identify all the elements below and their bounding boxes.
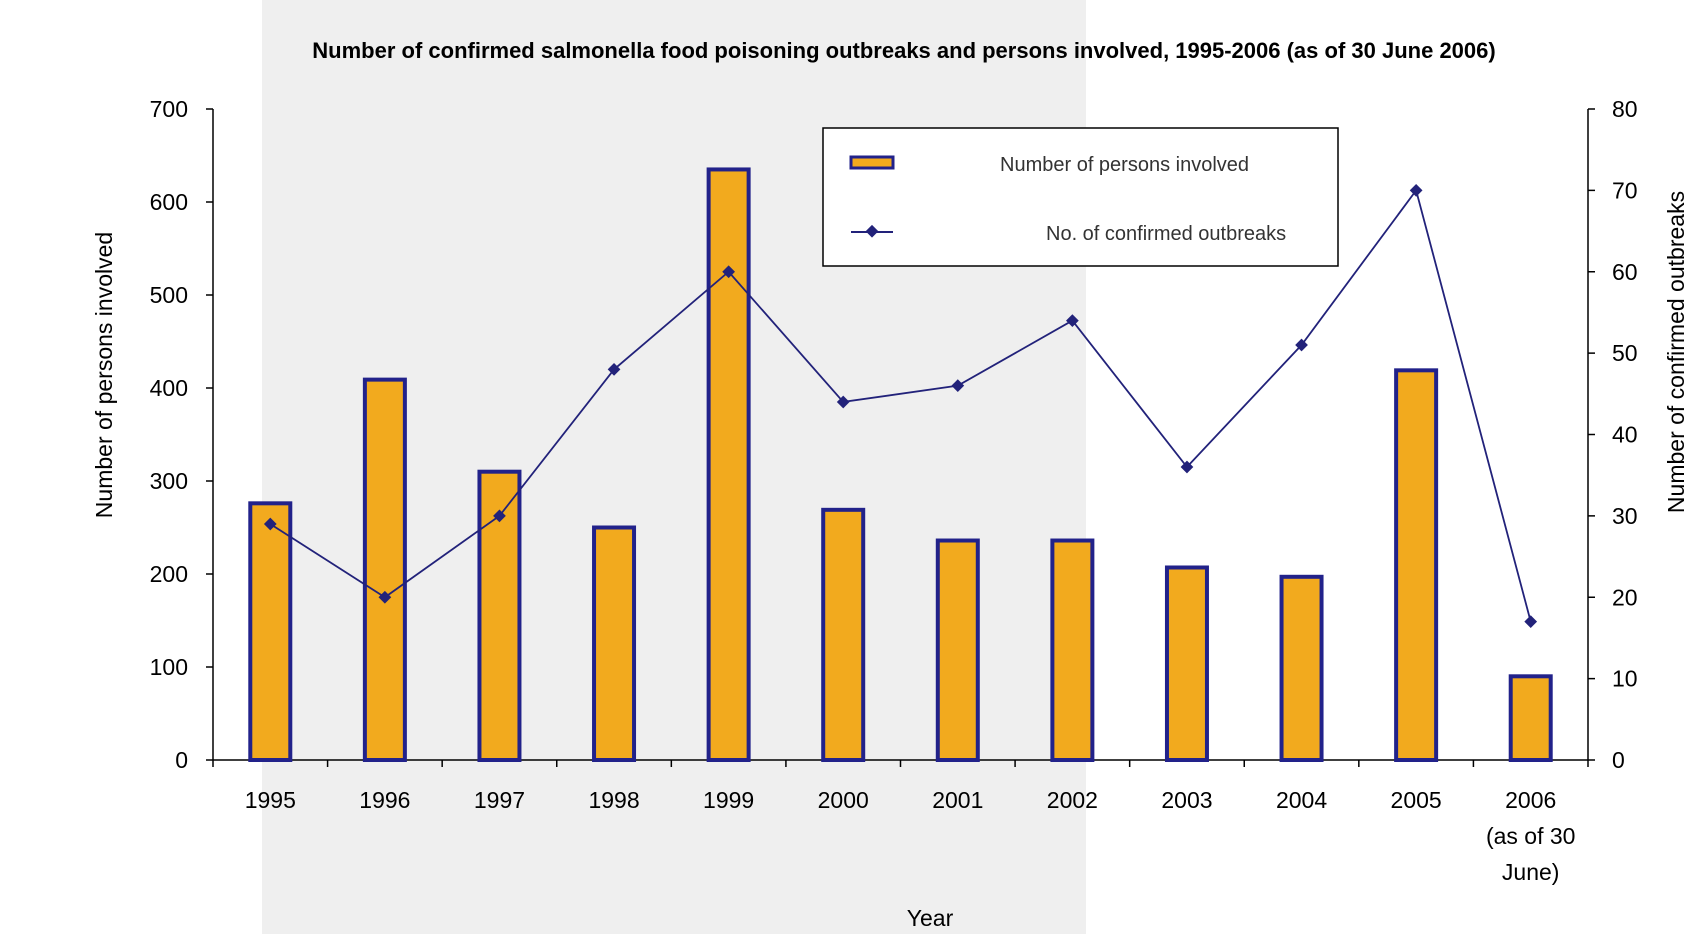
y-left-tick-label: 300 — [150, 468, 188, 494]
x-axis-title: Year — [907, 905, 954, 931]
y-left-tick-label: 600 — [150, 189, 188, 215]
x-tick-label: 1997 — [474, 787, 525, 813]
point-confirmed-outbreaks — [1409, 184, 1423, 197]
y-right-tick-label: 60 — [1612, 259, 1638, 285]
bar-persons-involved — [935, 538, 980, 763]
x-tick-label: 2003 — [1161, 787, 1212, 813]
y-right-tick-label: 40 — [1612, 422, 1638, 448]
bar-persons-involved — [1279, 574, 1324, 762]
y-left-tick-label: 0 — [175, 747, 188, 773]
y-right-tick-label: 70 — [1612, 177, 1638, 203]
y-right-tick-label: 20 — [1612, 584, 1638, 610]
legend: Number of persons involved No. of confir… — [822, 127, 1339, 267]
y-left-tick-label: 700 — [150, 96, 188, 122]
bar-persons-involved — [592, 525, 637, 762]
y-left-tick-label: 500 — [150, 282, 188, 308]
y-left-tick-label: 400 — [150, 375, 188, 401]
legend-label-persons: Number of persons involved — [1000, 154, 1249, 176]
x-tick-label: 1999 — [703, 787, 754, 813]
x-tick-label: 2001 — [932, 787, 983, 813]
bar-persons-involved — [1164, 565, 1209, 762]
line-confirmed-outbreaks — [269, 188, 1532, 622]
bar-persons-involved — [1050, 538, 1095, 763]
y-right-tick-label: 30 — [1612, 503, 1638, 529]
x-tick-label: 2006 (as of 30 June) — [1486, 787, 1576, 885]
bar-persons-involved — [1394, 368, 1439, 762]
x-tick-label: 1998 — [588, 787, 639, 813]
x-tick-label: 1995 — [245, 787, 296, 813]
y-right-tick-label: 10 — [1612, 666, 1638, 692]
x-tick-label: 2002 — [1047, 787, 1098, 813]
y-axis-right-title: Number of confirmed outbreaks — [1663, 191, 1689, 513]
x-tick-label: 2004 — [1276, 787, 1327, 813]
x-tick-label: 2005 — [1391, 787, 1442, 813]
y-axis-left-title: Number of persons involved — [91, 232, 117, 518]
y-left-tick-label: 100 — [150, 654, 188, 680]
y-right-tick-label: 0 — [1612, 747, 1625, 773]
bar-persons-involved — [248, 501, 293, 762]
bar-persons-involved — [821, 507, 866, 762]
x-tick-label: 1996 — [359, 787, 410, 813]
y-right-tick-label: 50 — [1612, 340, 1638, 366]
legend-label-outbreaks: No. of confirmed outbreaks — [1046, 223, 1286, 245]
y-left-tick-label: 200 — [150, 561, 188, 587]
y-right-tick-label: 80 — [1612, 96, 1638, 122]
point-confirmed-outbreaks — [1524, 615, 1538, 629]
legend-box — [822, 127, 1339, 267]
x-tick-label: 2000 — [818, 787, 869, 813]
bar-persons-involved — [362, 377, 407, 762]
legend-swatch-persons — [849, 155, 895, 170]
plot-area: 0 100 200 300 400 500 600 700 0 10 20 30 40 50 60 70 80 1… — [150, 96, 1638, 885]
bar-persons-involved — [1508, 674, 1553, 762]
bar-persons-involved — [706, 167, 751, 762]
chart-title: Number of confirmed salmonella food pois… — [312, 38, 1495, 63]
